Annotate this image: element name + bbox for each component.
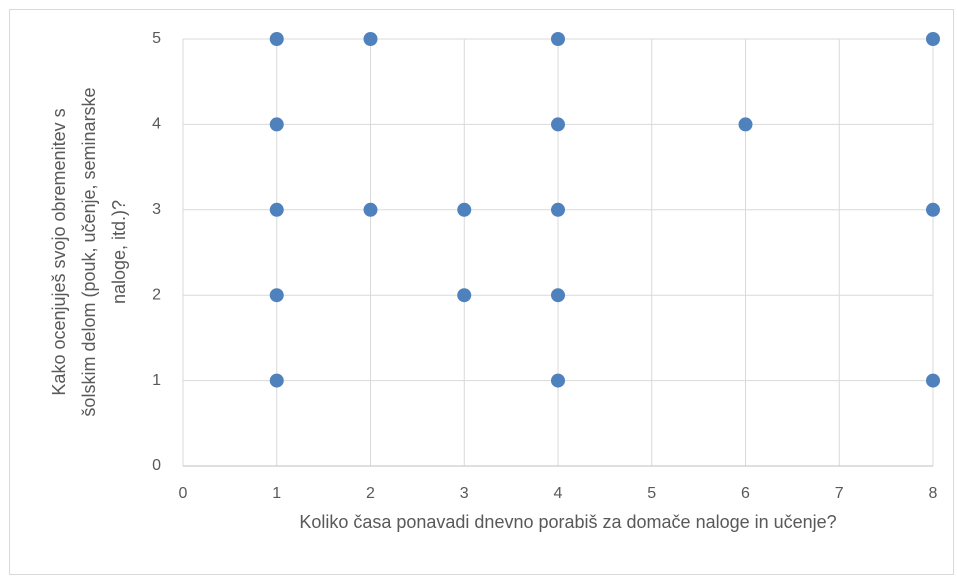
y-tick-label: 1 bbox=[152, 372, 161, 389]
x-tick-label: 7 bbox=[835, 485, 844, 502]
x-tick-label: 6 bbox=[741, 485, 750, 502]
point bbox=[926, 202, 940, 217]
point bbox=[457, 288, 472, 303]
point bbox=[363, 32, 378, 46]
y-tick-label: 5 bbox=[152, 30, 161, 47]
point bbox=[269, 32, 284, 46]
x-tick-label: 5 bbox=[647, 485, 656, 502]
x-tick-label: 3 bbox=[460, 485, 469, 502]
point bbox=[926, 32, 940, 46]
point bbox=[363, 202, 378, 217]
y-axis-label-line: Kako ocenjuješ svojo obremenitev s bbox=[49, 108, 69, 395]
chart-border bbox=[9, 9, 954, 575]
y-tick-label: 4 bbox=[152, 116, 161, 133]
y-axis-label-line: naloge, itd.)? bbox=[109, 200, 129, 304]
point bbox=[269, 117, 284, 132]
x-tick-label: 1 bbox=[272, 485, 281, 502]
point bbox=[551, 288, 565, 303]
point bbox=[926, 373, 940, 388]
point bbox=[551, 373, 565, 388]
point bbox=[551, 32, 565, 46]
point bbox=[551, 202, 565, 217]
y-tick-label: 3 bbox=[152, 201, 161, 218]
point bbox=[457, 202, 472, 217]
point bbox=[551, 117, 565, 132]
x-axis-label: Koliko časa ponavadi dnevno porabiš za d… bbox=[299, 512, 836, 532]
point bbox=[269, 373, 284, 388]
y-axis-label: Kako ocenjuješ svojo obremenitev s šolsk… bbox=[49, 87, 129, 416]
y-axis-label-line: šolskim delom (pouk, učenje, seminarske bbox=[79, 87, 99, 416]
x-tick-label: 8 bbox=[929, 485, 938, 502]
x-tick-label: 2 bbox=[366, 485, 375, 502]
y-tick-label: 2 bbox=[152, 286, 161, 303]
point bbox=[269, 202, 284, 217]
point bbox=[738, 117, 753, 132]
x-tick-label: 0 bbox=[179, 485, 188, 502]
y-tick-label: 0 bbox=[152, 457, 161, 474]
point bbox=[269, 288, 284, 303]
x-tick-label: 4 bbox=[554, 485, 563, 502]
